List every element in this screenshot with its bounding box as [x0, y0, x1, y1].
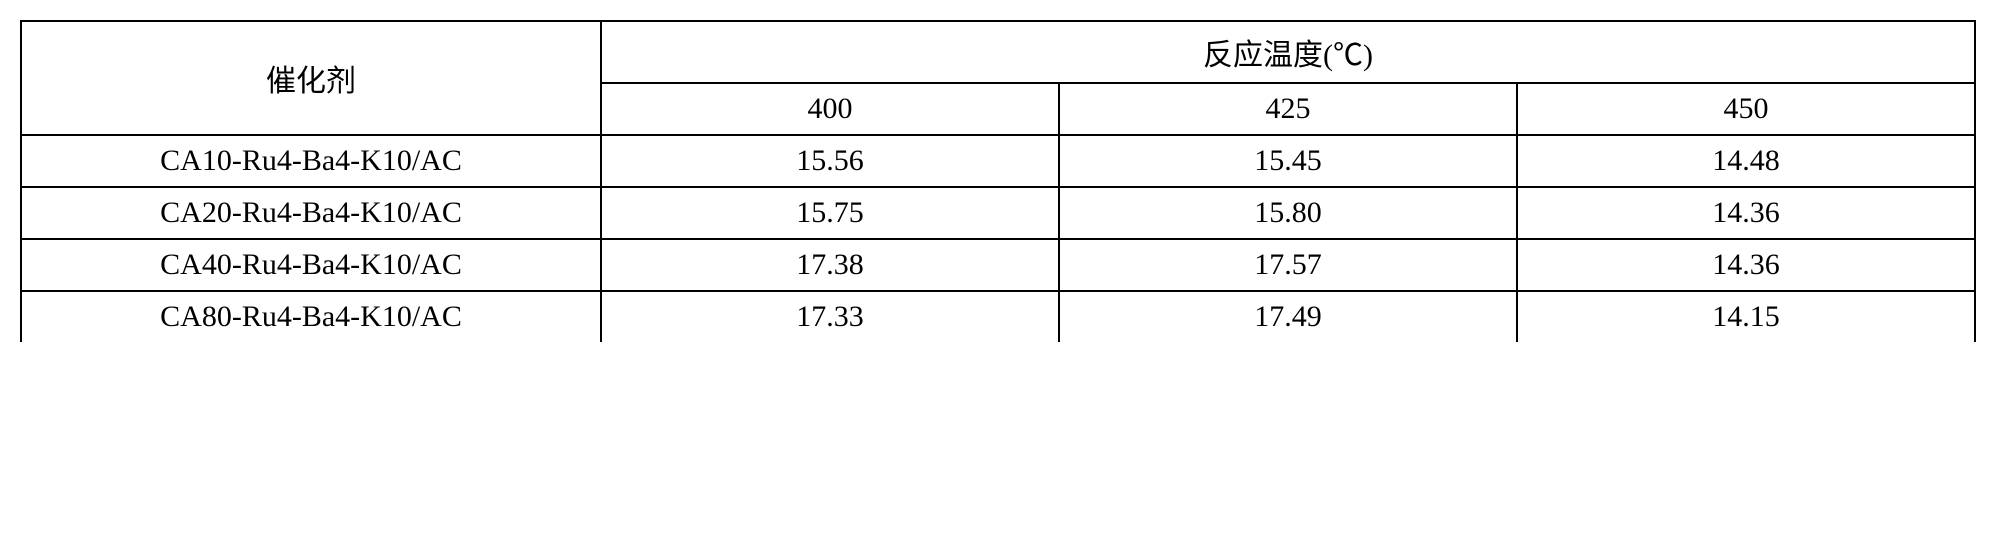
value-cell: 17.38 — [601, 239, 1059, 291]
catalyst-cell: CA40-Ru4-Ba4-K10/AC — [21, 239, 601, 291]
value-cell: 15.80 — [1059, 187, 1517, 239]
catalyst-cell: CA80-Ru4-Ba4-K10/AC — [21, 291, 601, 342]
value-cell: 17.33 — [601, 291, 1059, 342]
value-cell: 14.48 — [1517, 135, 1975, 187]
value-cell: 14.15 — [1517, 291, 1975, 342]
catalyst-cell: CA20-Ru4-Ba4-K10/AC — [21, 187, 601, 239]
temp-group-header: 反应温度(℃) — [601, 21, 1975, 83]
temp-col-450: 450 — [1517, 83, 1975, 135]
data-table: 催化剂 反应温度(℃) 400 425 450 CA10-Ru4-Ba4-K10… — [20, 20, 1976, 342]
table-row: CA10-Ru4-Ba4-K10/AC 15.56 15.45 14.48 — [21, 135, 1975, 187]
value-cell: 15.45 — [1059, 135, 1517, 187]
table-row: CA80-Ru4-Ba4-K10/AC 17.33 17.49 14.15 — [21, 291, 1975, 342]
value-cell: 17.49 — [1059, 291, 1517, 342]
table-row: CA40-Ru4-Ba4-K10/AC 17.38 17.57 14.36 — [21, 239, 1975, 291]
catalyst-header: 催化剂 — [21, 21, 601, 135]
value-cell: 14.36 — [1517, 187, 1975, 239]
table-header-row-1: 催化剂 反应温度(℃) — [21, 21, 1975, 83]
temp-col-400: 400 — [601, 83, 1059, 135]
table-row: CA20-Ru4-Ba4-K10/AC 15.75 15.80 14.36 — [21, 187, 1975, 239]
temp-col-425: 425 — [1059, 83, 1517, 135]
value-cell: 15.75 — [601, 187, 1059, 239]
value-cell: 14.36 — [1517, 239, 1975, 291]
value-cell: 17.57 — [1059, 239, 1517, 291]
value-cell: 15.56 — [601, 135, 1059, 187]
catalyst-cell: CA10-Ru4-Ba4-K10/AC — [21, 135, 601, 187]
